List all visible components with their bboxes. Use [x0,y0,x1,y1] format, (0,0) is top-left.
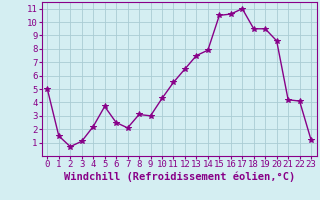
X-axis label: Windchill (Refroidissement éolien,°C): Windchill (Refroidissement éolien,°C) [64,172,295,182]
